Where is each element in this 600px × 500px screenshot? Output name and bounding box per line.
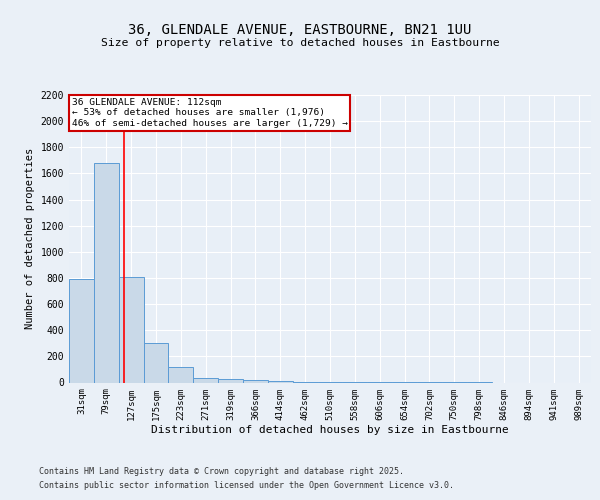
Text: Contains HM Land Registry data © Crown copyright and database right 2025.: Contains HM Land Registry data © Crown c… <box>39 467 404 476</box>
Text: 36 GLENDALE AVENUE: 112sqm
← 53% of detached houses are smaller (1,976)
46% of s: 36 GLENDALE AVENUE: 112sqm ← 53% of deta… <box>71 98 347 128</box>
Text: Size of property relative to detached houses in Eastbourne: Size of property relative to detached ho… <box>101 38 499 48</box>
Bar <box>119 276 143 382</box>
Y-axis label: Number of detached properties: Number of detached properties <box>25 148 35 330</box>
Text: Contains public sector information licensed under the Open Government Licence v3: Contains public sector information licen… <box>39 481 454 490</box>
Bar <box>193 378 218 382</box>
Bar <box>169 368 193 382</box>
Bar <box>94 163 119 382</box>
Bar <box>243 380 268 382</box>
Bar <box>69 280 94 382</box>
Bar <box>268 381 293 382</box>
Text: 36, GLENDALE AVENUE, EASTBOURNE, BN21 1UU: 36, GLENDALE AVENUE, EASTBOURNE, BN21 1U… <box>128 22 472 36</box>
X-axis label: Distribution of detached houses by size in Eastbourne: Distribution of detached houses by size … <box>151 425 509 435</box>
Bar <box>218 378 243 382</box>
Bar <box>143 344 169 382</box>
